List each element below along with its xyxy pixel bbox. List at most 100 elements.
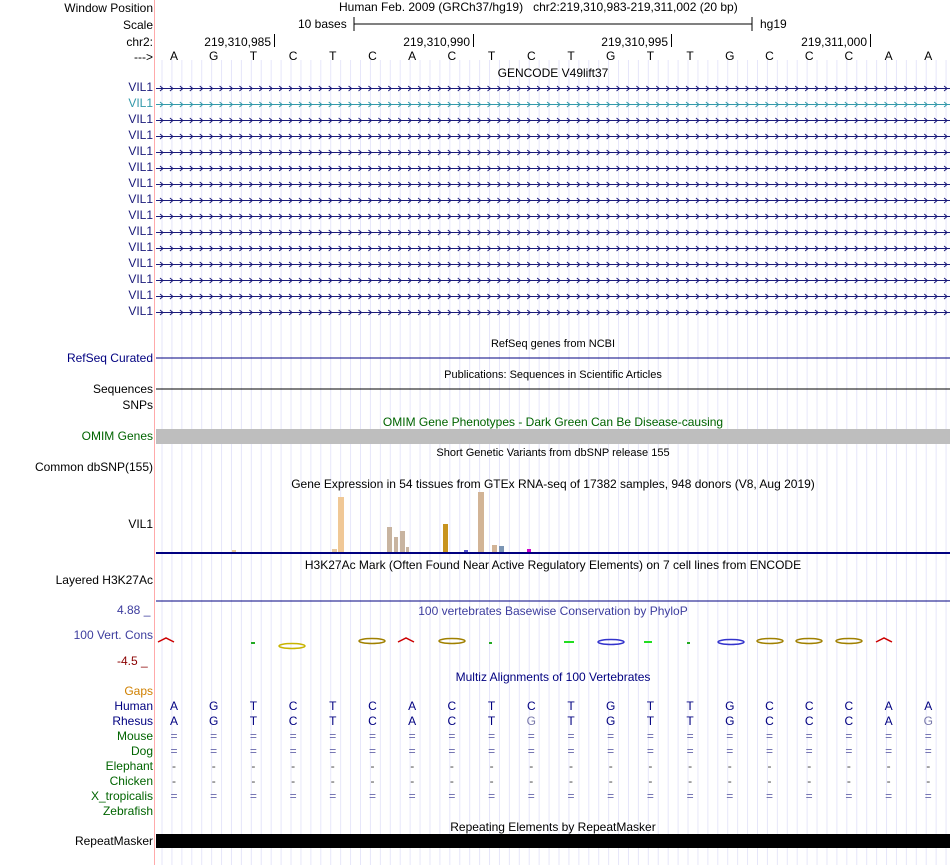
species-label[interactable]: Elephant [105, 759, 153, 773]
alignment-base: T [487, 714, 496, 728]
h3k27ac-line[interactable] [156, 600, 950, 602]
gaps-label[interactable]: Gaps [124, 684, 153, 698]
h3k27ac-label[interactable]: Layered H3K27Ac [55, 573, 153, 587]
position-range: chr2:219,310,983-219,311,002 (20 bp) [533, 0, 738, 14]
omim-label[interactable]: OMIM Genes [81, 429, 153, 443]
gene-transcript-line[interactable] [156, 212, 950, 221]
position-readout: Human Feb. 2009 (GRCh37/hg19) chr2:219,3… [339, 0, 738, 14]
gene-label[interactable]: VIL1 [128, 160, 153, 174]
alignment-base: = [210, 789, 218, 803]
alignment-base: = [329, 744, 337, 758]
alignment-base: = [448, 789, 456, 803]
species-label[interactable]: X_tropicalis [90, 789, 153, 803]
alignment-base: G [725, 714, 735, 728]
alignment-base: = [924, 744, 932, 758]
gene-transcript-line[interactable] [156, 260, 950, 269]
base-letter: G [606, 49, 616, 63]
alignment-base: A [924, 699, 933, 713]
sequences-label[interactable]: Sequences [92, 382, 153, 396]
alignment-base: - [251, 774, 256, 788]
sequences-line[interactable] [156, 388, 950, 390]
snps-label[interactable]: SNPs [122, 398, 153, 412]
repeatmasker-label[interactable]: RepeatMasker [74, 834, 153, 848]
gene-transcript-line[interactable] [156, 132, 950, 141]
gene-label[interactable]: VIL1 [128, 80, 153, 94]
phylop-min: -4.5 _ [117, 654, 148, 668]
alignment-base: = [646, 744, 654, 758]
gene-label[interactable]: VIL1 [128, 272, 153, 286]
gene-transcript-line[interactable] [156, 148, 950, 157]
alignment-base: - [569, 774, 573, 788]
species-label[interactable]: Dog [130, 744, 153, 758]
alignment-base: - [648, 759, 653, 773]
alignment-base: - [330, 774, 335, 788]
base-letter: A [408, 49, 417, 63]
coordinate-tick [870, 34, 871, 47]
base-letter: T [567, 49, 575, 63]
gene-transcript-line[interactable] [156, 180, 950, 189]
gene-transcript-line[interactable] [156, 308, 950, 317]
alignment-base: C [526, 699, 536, 713]
alignment-base: = [567, 744, 575, 758]
gene-label[interactable]: VIL1 [128, 208, 153, 222]
gene-label[interactable]: VIL1 [128, 144, 153, 158]
alignment-base: = [170, 744, 178, 758]
alignment-base: = [924, 789, 932, 803]
species-label[interactable]: Mouse [116, 729, 153, 743]
gene-label[interactable]: VIL1 [128, 96, 153, 110]
species-label[interactable]: Chicken [109, 774, 153, 788]
gene-label[interactable]: VIL1 [128, 288, 153, 302]
alignment-base: - [767, 759, 772, 773]
alignment-base: A [169, 714, 178, 728]
gene-transcript-line[interactable] [156, 276, 950, 285]
alignment-base: = [607, 789, 615, 803]
alignment-base: = [408, 789, 416, 803]
gene-label[interactable]: VIL1 [128, 128, 153, 142]
refseq-line[interactable] [156, 357, 950, 359]
chrom-label: chr2: [126, 35, 153, 49]
species-label[interactable]: Human [114, 699, 153, 713]
gene-label[interactable]: VIL1 [128, 192, 153, 206]
gene-transcript-line[interactable] [156, 292, 950, 301]
dbsnp-label[interactable]: Common dbSNP(155) [34, 460, 153, 474]
gene-label[interactable]: VIL1 [128, 256, 153, 270]
alignment-base: = [726, 789, 734, 803]
species-label[interactable]: Zebrafish [102, 804, 153, 818]
gene-transcript-line[interactable] [156, 196, 950, 205]
gene-label[interactable]: VIL1 [128, 112, 153, 126]
gene-transcript-line[interactable] [156, 116, 950, 125]
alignment-base: = [726, 729, 734, 743]
gene-transcript-line[interactable] [156, 164, 950, 173]
phylop-label[interactable]: 100 Vert. Cons [73, 628, 153, 642]
gene-label[interactable]: VIL1 [128, 176, 153, 190]
omim-bar[interactable] [156, 429, 950, 444]
alignment-base: = [726, 744, 734, 758]
alignment-base: - [727, 759, 732, 773]
gene-transcript-line[interactable] [156, 84, 950, 93]
species-label[interactable]: Rhesus [112, 714, 153, 728]
gene-transcript-line[interactable] [156, 244, 950, 253]
alignment-base: = [170, 729, 178, 743]
gtex-chart[interactable] [156, 490, 950, 556]
alignment-base: T [329, 699, 337, 713]
alignment-base: = [567, 729, 575, 743]
alignment-base: - [410, 774, 415, 788]
alignment-base: = [488, 789, 496, 803]
phylop-chart[interactable] [156, 632, 950, 654]
gene-label[interactable]: VIL1 [128, 304, 153, 318]
base-letter: T [249, 49, 258, 63]
gene-label[interactable]: VIL1 [128, 224, 153, 238]
alignment-base: = [885, 729, 893, 743]
refseq-label[interactable]: RefSeq Curated [66, 351, 153, 365]
repeatmasker-bar[interactable] [156, 834, 950, 848]
gene-transcript-line[interactable] [156, 100, 950, 109]
dbsnp-title: Short Genetic Variants from dbSNP releas… [436, 447, 670, 459]
base-letter: T [686, 49, 694, 63]
gtex-label[interactable]: VIL1 [128, 517, 153, 531]
alignment-base: - [172, 759, 176, 773]
gene-label[interactable]: VIL1 [128, 240, 153, 254]
gene-transcript-line[interactable] [156, 228, 950, 237]
alignment-base: - [410, 759, 415, 773]
alignment-base: - [926, 774, 931, 788]
alignment-base: = [289, 789, 297, 803]
